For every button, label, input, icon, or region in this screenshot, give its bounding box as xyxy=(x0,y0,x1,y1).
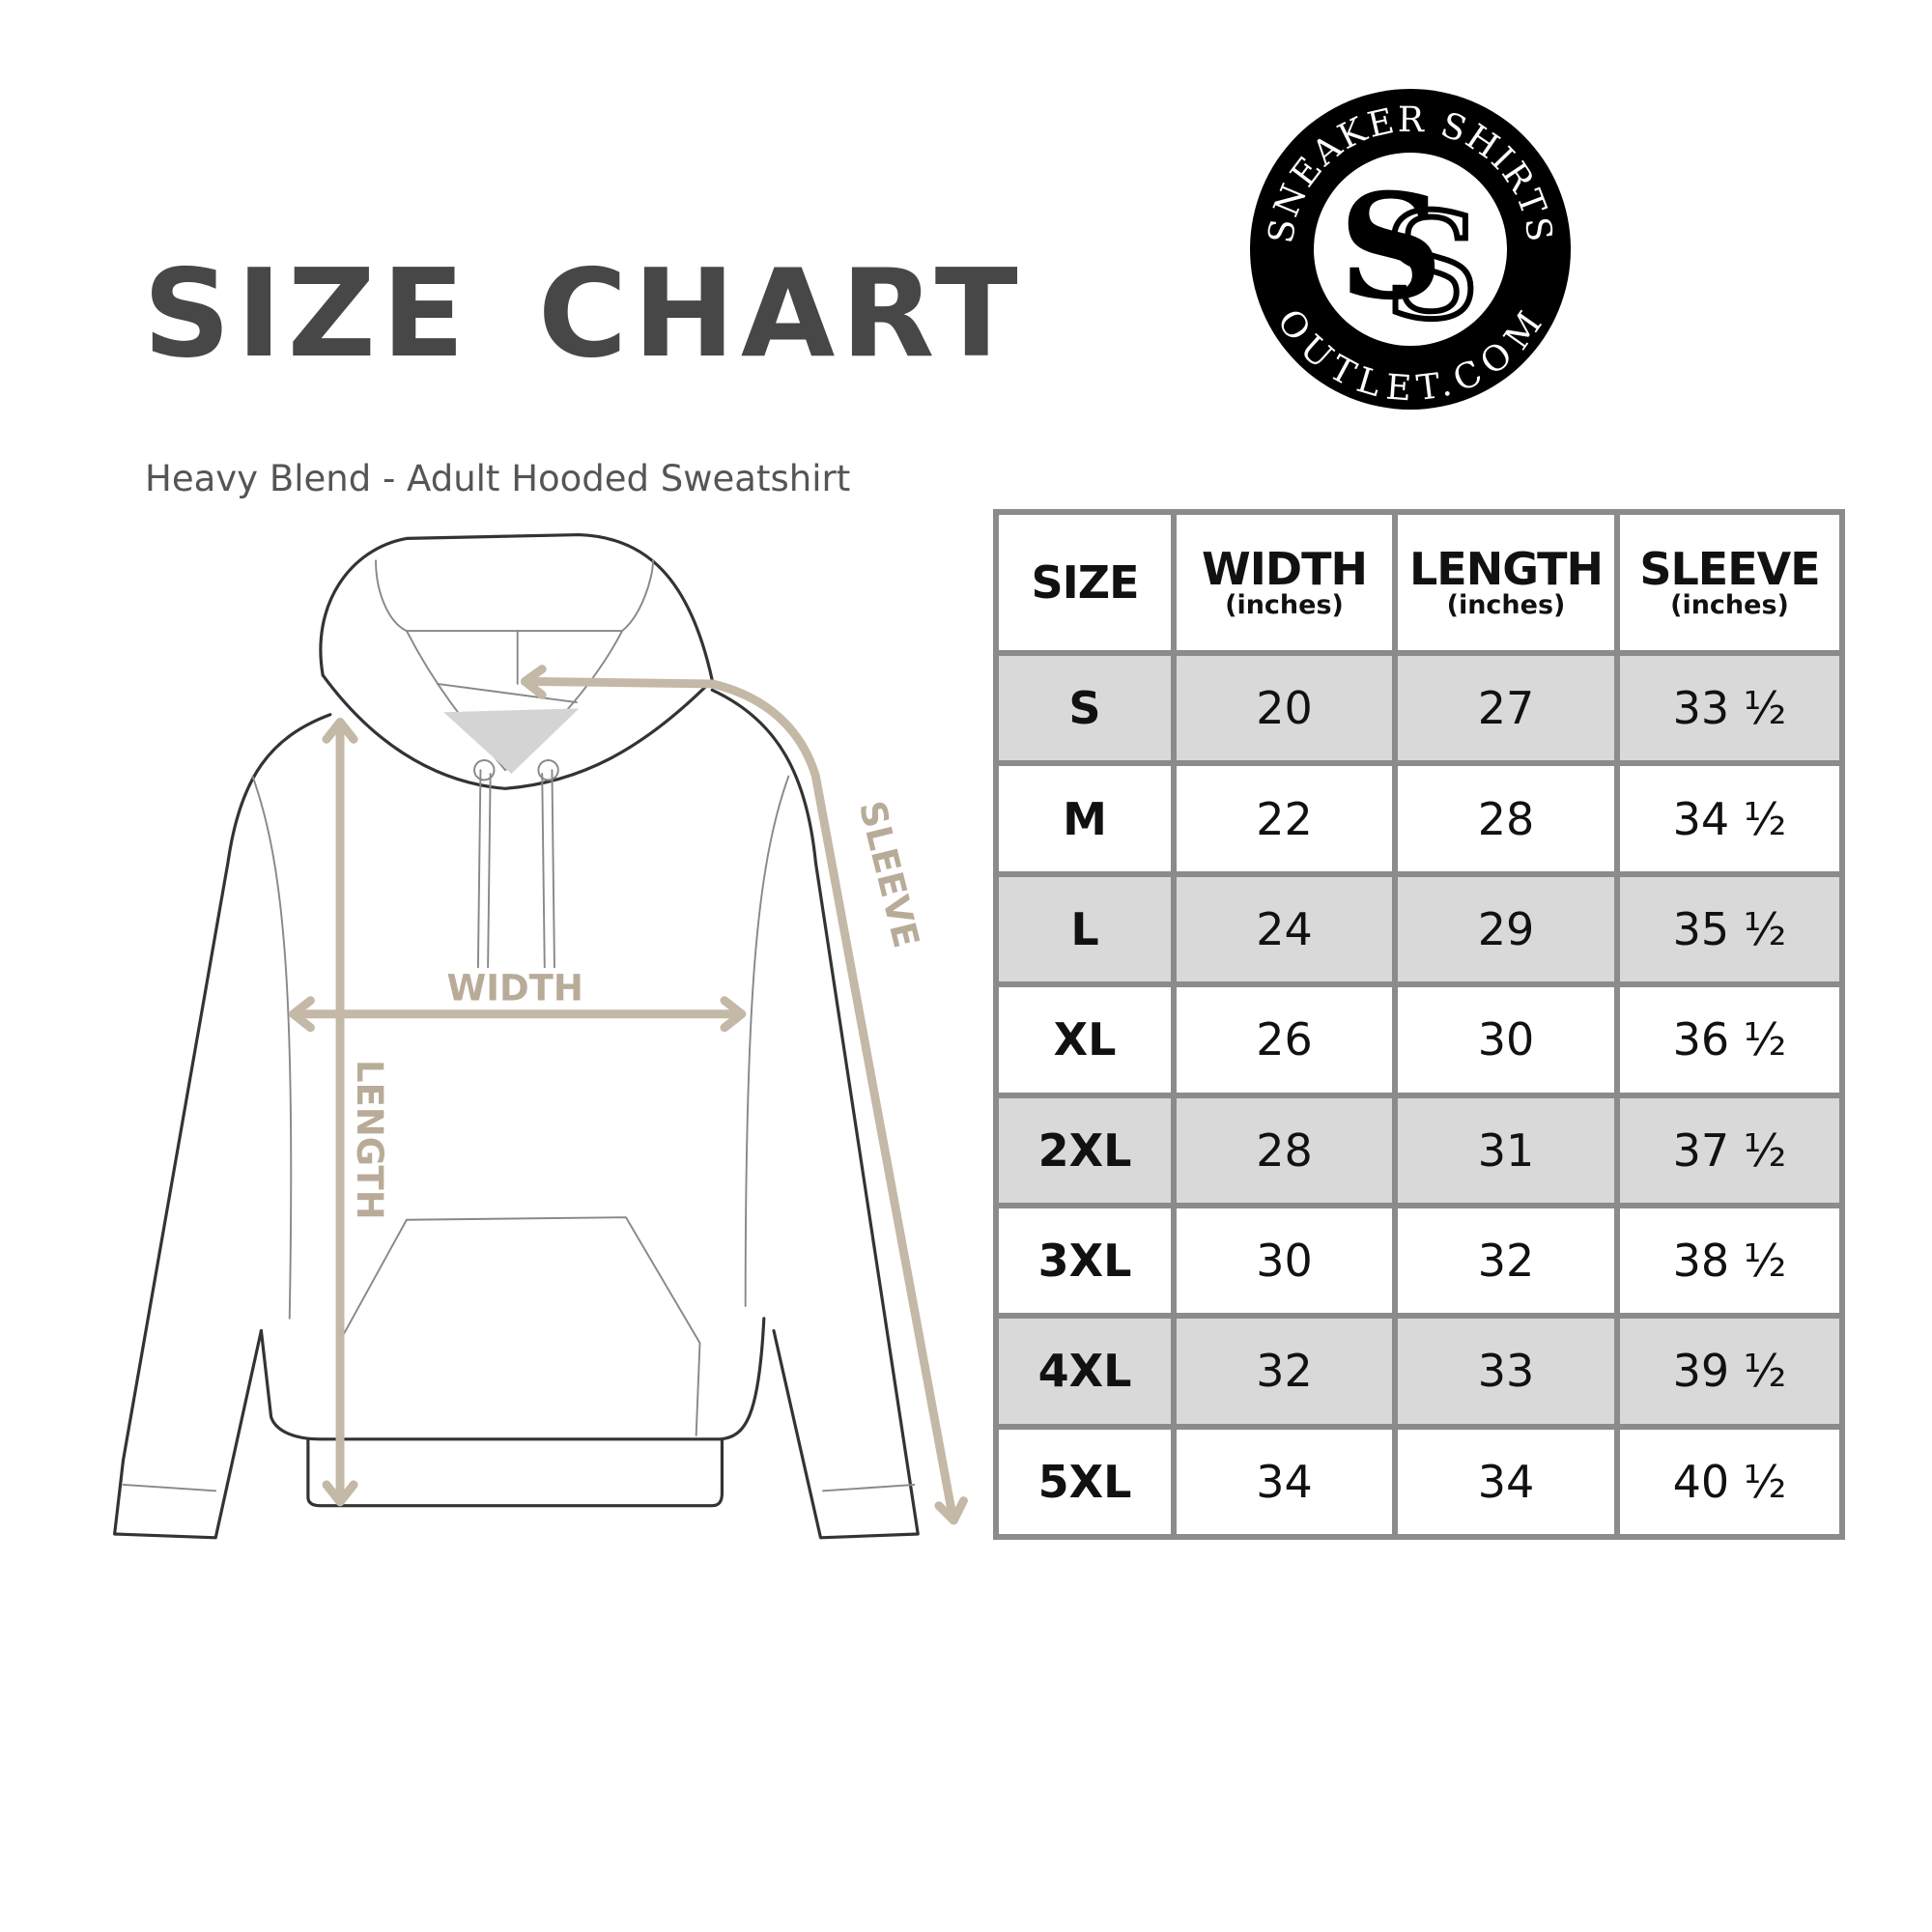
cell-sleeve: 37 ½ xyxy=(1614,1092,1845,1208)
cell-sleeve: 36 ½ xyxy=(1614,981,1845,1098)
header-width: WIDTH (inches) xyxy=(1171,509,1398,656)
table-row: M 22 28 34 ½ xyxy=(993,760,1845,877)
cell-length: 29 xyxy=(1392,870,1620,988)
table-row: XL 26 30 36 ½ xyxy=(993,981,1845,1098)
cell-size: 2XL xyxy=(993,1092,1177,1208)
hoodie-detail-lines xyxy=(122,559,916,1492)
logo-monogram-s1: S xyxy=(1339,162,1443,332)
sleeve-label: SLEEVE xyxy=(851,797,927,952)
product-subtitle: Heavy Blend - Adult Hooded Sweatshirt xyxy=(145,458,851,499)
cell-sleeve: 34 ½ xyxy=(1614,760,1845,877)
cell-length: 27 xyxy=(1392,649,1620,767)
cell-width: 24 xyxy=(1171,870,1398,988)
header-sleeve: SLEEVE (inches) xyxy=(1614,509,1845,656)
hood-inner-shade xyxy=(443,708,580,775)
header-size: SIZE xyxy=(993,509,1177,656)
cell-length: 33 xyxy=(1392,1313,1620,1430)
cell-length: 28 xyxy=(1392,760,1620,877)
hoodie-outline xyxy=(113,532,920,1540)
cell-size: 5XL xyxy=(993,1423,1177,1541)
logo-monogram-s2: S xyxy=(1382,184,1482,352)
cell-size: M xyxy=(993,760,1177,877)
cell-length: 31 xyxy=(1392,1092,1620,1208)
cell-size: 4XL xyxy=(993,1313,1177,1430)
cell-size: XL xyxy=(993,981,1177,1098)
cell-width: 34 xyxy=(1171,1423,1398,1541)
cell-width: 22 xyxy=(1171,760,1398,877)
page-title: SIZE CHART xyxy=(143,242,1024,384)
cell-size: S xyxy=(993,649,1177,767)
table-row: S 20 27 33 ½ xyxy=(993,649,1845,767)
cell-width: 30 xyxy=(1171,1202,1398,1320)
table-header-row: SIZE WIDTH (inches) LENGTH (inches) SLEEVE… xyxy=(993,509,1845,656)
cell-width: 20 xyxy=(1171,649,1398,767)
cell-sleeve: 33 ½ xyxy=(1614,649,1845,767)
cell-width: 26 xyxy=(1171,981,1398,1098)
width-label: WIDTH xyxy=(446,968,582,1009)
table-row: 4XL 32 33 39 ½ xyxy=(993,1313,1845,1430)
cell-size: 3XL xyxy=(993,1202,1177,1320)
table-row: 3XL 30 32 38 ½ xyxy=(993,1202,1845,1320)
header-length: LENGTH (inches) xyxy=(1392,509,1620,656)
length-label: LENGTH xyxy=(349,1060,390,1220)
cell-sleeve: 40 ½ xyxy=(1614,1423,1845,1541)
sleeve-arrow xyxy=(523,676,957,1520)
cell-width: 32 xyxy=(1171,1313,1398,1430)
cell-length: 32 xyxy=(1392,1202,1620,1320)
cell-size: L xyxy=(993,870,1177,988)
cell-sleeve: 39 ½ xyxy=(1614,1313,1845,1430)
cell-width: 28 xyxy=(1171,1092,1398,1208)
measurement-arrows xyxy=(289,665,968,1525)
brand-logo: SNEAKER SHIRTS OUTLET.COM S S xyxy=(1250,89,1571,410)
size-table: SIZE WIDTH (inches) LENGTH (inches) SLEEVE… xyxy=(993,509,1845,1541)
cell-length: 30 xyxy=(1392,981,1620,1098)
cell-sleeve: 35 ½ xyxy=(1614,870,1845,988)
cell-sleeve: 38 ½ xyxy=(1614,1202,1845,1320)
table-row: 2XL 28 31 37 ½ xyxy=(993,1092,1845,1208)
cell-length: 34 xyxy=(1392,1423,1620,1541)
table-row: 5XL 34 34 40 ½ xyxy=(993,1423,1845,1541)
table-row: L 24 29 35 ½ xyxy=(993,870,1845,988)
